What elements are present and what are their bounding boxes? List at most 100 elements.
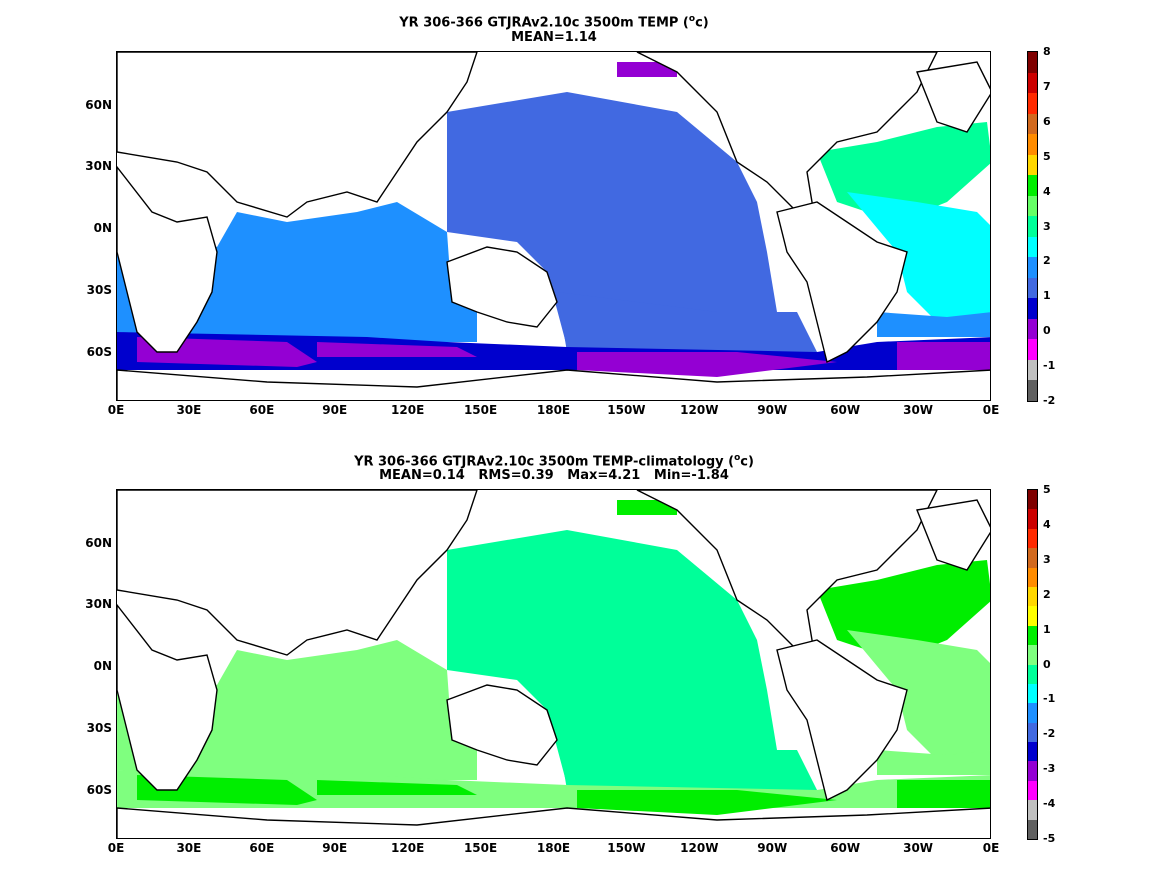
- map-svg: [117, 490, 990, 838]
- lat-tick-label: 0N: [93, 659, 112, 673]
- colorbar-segment: [1028, 380, 1037, 402]
- lon-tick-label: 60W: [830, 403, 861, 417]
- colorbar-segment: [1028, 134, 1037, 156]
- lat-tick-label: 30S: [86, 283, 112, 297]
- lon-tick-label: 120W: [680, 403, 719, 417]
- colorbar-tick-label: 1: [1043, 289, 1051, 303]
- lon-tick-label: 30E: [176, 403, 202, 417]
- colorbar-segment: [1028, 154, 1037, 176]
- colorbar-segment: [1028, 664, 1037, 685]
- lat-tick-label: 60N: [85, 98, 112, 112]
- colorbar-segment: [1028, 93, 1037, 115]
- colorbar-tick-label: 4: [1043, 184, 1051, 198]
- colorbar-segment: [1028, 298, 1037, 320]
- colorbar-tick-label: 0: [1043, 657, 1051, 671]
- colorbar-tick-label: -3: [1043, 762, 1056, 776]
- colorbar-tick-label: -1: [1043, 692, 1056, 706]
- colorbar-segment: [1028, 509, 1037, 530]
- panel2-map: [116, 489, 991, 839]
- colorbar-tick-label: 2: [1043, 254, 1051, 268]
- colorbar-segment: [1028, 490, 1037, 510]
- colorbar-segment: [1028, 277, 1037, 299]
- lon-tick-label: 120E: [391, 403, 425, 417]
- colorbar-tick-label: 0: [1043, 324, 1051, 338]
- lon-tick-label: 60E: [249, 403, 275, 417]
- colorbar-segment: [1028, 339, 1037, 361]
- lon-tick-label: 30W: [903, 403, 934, 417]
- colorbar-segment: [1028, 742, 1037, 762]
- colorbar-tick-label: -2: [1043, 727, 1056, 741]
- colorbar-segment: [1028, 72, 1037, 94]
- colorbar-tick-label: -1: [1043, 359, 1056, 373]
- lon-tick-label: 30E: [176, 841, 202, 855]
- panel1-subtitle: MEAN=1.14: [511, 30, 597, 45]
- lon-tick-label: 150W: [607, 841, 646, 855]
- colorbar-segment: [1028, 236, 1037, 258]
- colorbar-segment: [1028, 625, 1037, 646]
- lon-tick-label: 0E: [107, 403, 125, 417]
- lon-tick-label: 150E: [463, 841, 498, 855]
- lat-tick-label: 30N: [85, 159, 112, 173]
- lon-tick-label: 180E: [536, 841, 571, 855]
- lon-tick-label: 150E: [463, 403, 498, 417]
- lon-tick-label: 180E: [536, 403, 571, 417]
- lon-tick-label: 60W: [830, 841, 861, 855]
- colorbar-segment: [1028, 528, 1037, 549]
- panel1-colorbar: [1027, 51, 1038, 402]
- panel1-map: [116, 51, 991, 401]
- panel2-title: YR 306-366 GTJRAv2.10c 3500m TEMP-climat…: [354, 453, 754, 470]
- colorbar-tick-label: -4: [1043, 797, 1056, 811]
- lat-tick-label: 30N: [85, 597, 112, 611]
- colorbar-segment: [1028, 113, 1037, 135]
- panel1-title: YR 306-366 GTJRAv2.10c 3500m TEMP (oc): [399, 14, 709, 31]
- lon-tick-label: 120W: [680, 841, 719, 855]
- lat-tick-label: 30S: [86, 721, 112, 735]
- lon-tick-label: 90E: [322, 403, 348, 417]
- lat-tick-label: 60S: [86, 345, 112, 359]
- lon-tick-label: 150W: [607, 403, 646, 417]
- lon-tick-label: 0E: [982, 841, 1000, 855]
- colorbar-segment: [1028, 52, 1037, 74]
- lon-tick-label: 90E: [322, 841, 348, 855]
- colorbar-tick-label: 3: [1043, 219, 1051, 233]
- lon-tick-label: 90W: [757, 841, 788, 855]
- map-svg: [117, 52, 990, 400]
- colorbar-segment: [1028, 586, 1037, 607]
- lon-tick-label: 90W: [757, 403, 788, 417]
- colorbar-tick-label: -5: [1043, 832, 1056, 845]
- colorbar-segment: [1028, 761, 1037, 782]
- colorbar-segment: [1028, 703, 1037, 724]
- colorbar-segment: [1028, 722, 1037, 743]
- colorbar-segment: [1028, 359, 1037, 381]
- colorbar-tick-label: -2: [1043, 394, 1056, 407]
- colorbar-segment: [1028, 548, 1037, 569]
- colorbar-segment: [1028, 819, 1037, 840]
- colorbar-tick-label: 7: [1043, 79, 1051, 93]
- lat-tick-label: 0N: [93, 221, 112, 235]
- colorbar-segment: [1028, 606, 1037, 627]
- lon-tick-label: 0E: [107, 841, 125, 855]
- colorbar-segment: [1028, 645, 1037, 665]
- lon-tick-label: 60E: [249, 841, 275, 855]
- colorbar-tick-label: 2: [1043, 587, 1051, 601]
- colorbar-segment: [1028, 195, 1037, 217]
- colorbar-segment: [1028, 683, 1037, 704]
- colorbar-segment: [1028, 216, 1037, 238]
- panel2-colorbar: [1027, 489, 1038, 840]
- lon-tick-label: 0E: [982, 403, 1000, 417]
- lat-tick-label: 60N: [85, 536, 112, 550]
- colorbar-tick-label: 1: [1043, 622, 1051, 636]
- colorbar-segment: [1028, 780, 1037, 801]
- colorbar-segment: [1028, 318, 1037, 340]
- colorbar-tick-label: 5: [1043, 483, 1051, 496]
- colorbar-segment: [1028, 257, 1037, 279]
- lat-tick-label: 60S: [86, 783, 112, 797]
- lon-tick-label: 120E: [391, 841, 425, 855]
- colorbar-tick-label: 8: [1043, 45, 1051, 58]
- colorbar-tick-label: 4: [1043, 517, 1051, 531]
- colorbar-segment: [1028, 567, 1037, 588]
- lon-tick-label: 30W: [903, 841, 934, 855]
- colorbar-segment: [1028, 800, 1037, 821]
- colorbar-tick-label: 5: [1043, 149, 1051, 163]
- colorbar-tick-label: 6: [1043, 114, 1051, 128]
